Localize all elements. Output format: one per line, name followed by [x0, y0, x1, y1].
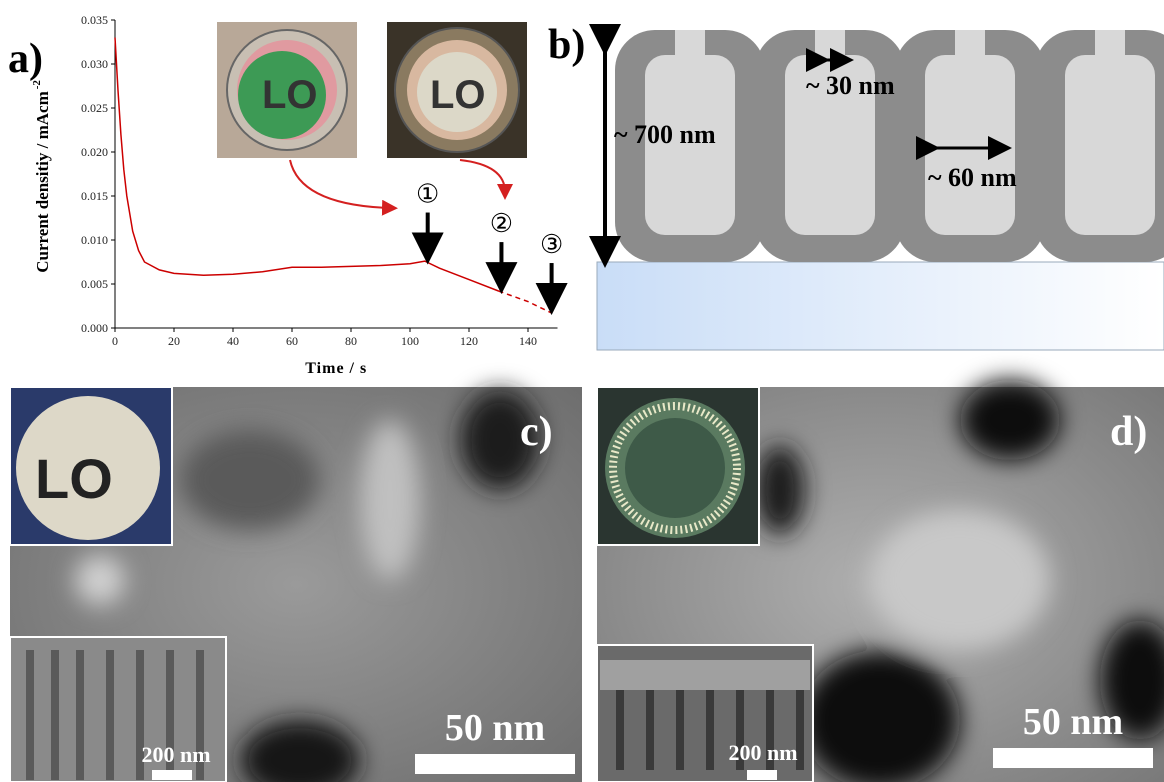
dimension-label: ~ 30 nm [806, 71, 895, 100]
y-axis-title: Current densitiy / mAcm-2 [31, 80, 52, 273]
x-tick-label: 100 [401, 334, 419, 348]
scale-bar [993, 748, 1153, 768]
dimension-label: ~ 700 nm [614, 120, 716, 149]
svg-text:LO: LO [262, 73, 318, 117]
y-tick-label: 0.005 [81, 277, 108, 291]
x-tick-label: 60 [286, 334, 298, 348]
photo [597, 387, 759, 545]
scale-label: 200 nm [728, 740, 797, 765]
y-tick-label: 0.015 [81, 189, 108, 203]
x-tick-label: 80 [345, 334, 357, 348]
y-tick-label: 0.000 [81, 321, 108, 335]
scale-label: 200 nm [141, 742, 210, 767]
dimension-label: ~ 60 nm [928, 163, 1017, 192]
y-tick-label: 0.025 [81, 101, 108, 115]
y-axis-title-text: Current densitiy / mAcm [33, 91, 52, 272]
x-tick-label: 40 [227, 334, 239, 348]
y-tick-label: 0.010 [81, 233, 108, 247]
scale-label: 50 nm [445, 707, 545, 749]
x-tick-label: 20 [168, 334, 180, 348]
x-tick-label: 120 [460, 334, 478, 348]
svg-text:LO: LO [35, 447, 113, 510]
scale-bar [415, 754, 575, 774]
panel-label: d) [1110, 409, 1147, 455]
annotation: ③ [540, 230, 563, 259]
x-tick-label: 140 [519, 334, 537, 348]
x-tick-label: 0 [112, 334, 118, 348]
y-tick-label: 0.035 [81, 13, 108, 27]
photo: LO [217, 22, 357, 158]
annotation: ② [490, 209, 513, 238]
panel-label: b) [548, 22, 585, 68]
line [499, 291, 552, 313]
y-tick-label: 0.020 [81, 145, 108, 159]
annotation: ① [416, 180, 439, 209]
scale-label: 50 nm [1023, 701, 1123, 743]
panel-label: c) [520, 409, 553, 455]
x-axis-title: Time / s [305, 360, 367, 377]
panel-label: a) [8, 36, 43, 82]
photo: LO [387, 22, 527, 158]
photo: LO [10, 387, 172, 545]
figure: 0.000 0.005 0.010 0.015 0.020 0.025 0.030 0.035… [0, 0, 1164, 782]
y-tick-label: 0.030 [81, 57, 108, 71]
svg-text:LO: LO [430, 73, 486, 117]
